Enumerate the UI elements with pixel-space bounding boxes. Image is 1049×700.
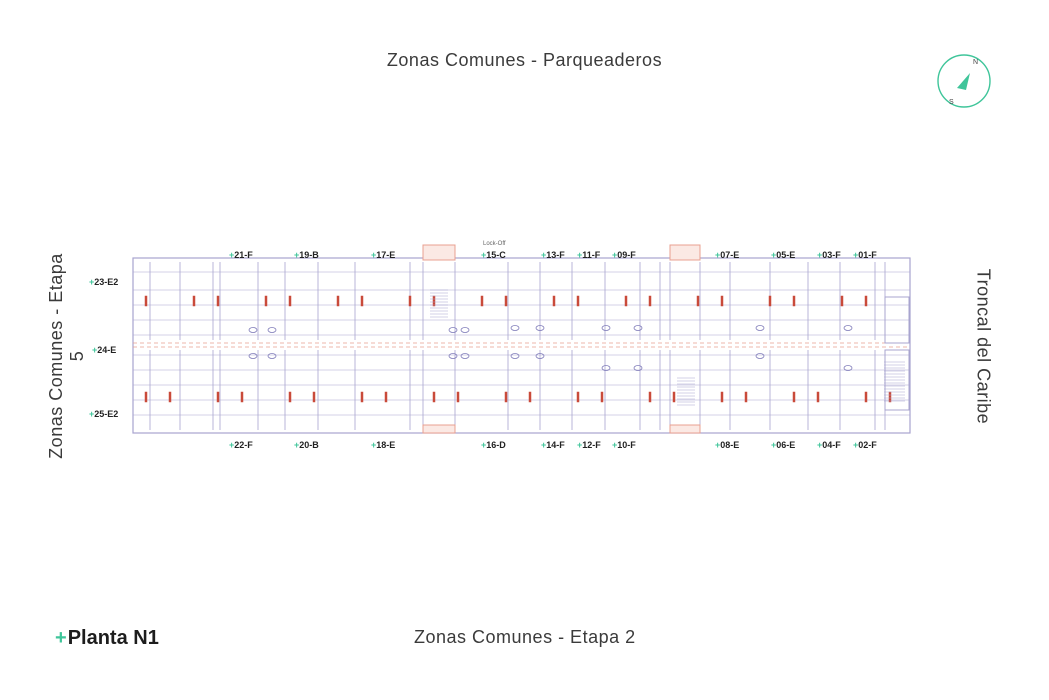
unit-label[interactable]: +09-F	[612, 250, 636, 260]
lockoff-label: Lock-Off	[483, 241, 506, 247]
unit-label[interactable]: +01-F	[853, 250, 877, 260]
unit-label[interactable]: +24-E	[92, 345, 117, 355]
unit-label[interactable]: +25-E2	[89, 409, 119, 419]
compass-south: S	[949, 99, 954, 106]
unit-label[interactable]: +10-F	[612, 440, 636, 450]
unit-label[interactable]: +04-F	[817, 440, 841, 450]
unit-label[interactable]: +20-B	[294, 440, 319, 450]
unit-label[interactable]: +23-E2	[89, 277, 119, 287]
label-parqueaderos: Zonas Comunes - Parqueaderos	[386, 50, 663, 70]
unit-label[interactable]: +05-E	[771, 250, 796, 260]
compass-icon: N S	[937, 54, 991, 108]
unit-label[interactable]: +02-F	[853, 440, 877, 450]
unit-label[interactable]: +14-F	[541, 440, 565, 450]
title-text: Planta N1	[67, 627, 159, 649]
unit-label[interactable]: +06-E	[771, 440, 796, 450]
unit-label[interactable]: +11-F	[577, 250, 601, 260]
label-etapa-5: Zonas Comunes - Etapa 5	[46, 253, 87, 459]
unit-label[interactable]: +21-F	[229, 250, 253, 260]
plus-icon: +	[55, 627, 67, 649]
unit-label[interactable]: +07-E	[715, 250, 740, 260]
unit-label[interactable]: +03-F	[817, 250, 841, 260]
unit-label[interactable]: +13-F	[541, 250, 565, 260]
unit-label[interactable]: +17-E	[371, 250, 396, 260]
unit-label[interactable]: +08-E	[715, 440, 740, 450]
unit-label[interactable]: +18-E	[371, 440, 396, 450]
unit-label[interactable]: +22-F	[229, 440, 253, 450]
page-title: +Planta N1	[55, 627, 159, 650]
compass-north: N	[973, 59, 978, 66]
label-troncal: Troncal del Caribe	[973, 268, 994, 425]
unit-label[interactable]: +16-D	[481, 440, 506, 450]
unit-label[interactable]: +12-F	[577, 440, 601, 450]
label-etapa-2: Zonas Comunes - Etapa 2	[414, 627, 636, 647]
unit-label[interactable]: +15-C	[481, 250, 506, 260]
unit-label[interactable]: +19-B	[294, 250, 319, 260]
